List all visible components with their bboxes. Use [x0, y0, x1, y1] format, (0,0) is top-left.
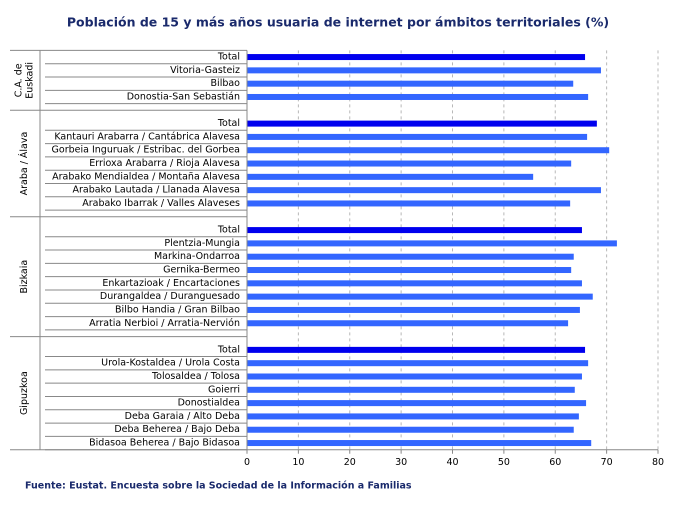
x-tick-label: 70 [601, 457, 613, 468]
category-label: Deba Beherea / Bajo Deba [114, 424, 240, 435]
bar [247, 54, 586, 61]
category-label: Total [217, 52, 240, 63]
category-label: Tolosaldea / Tolosa [151, 371, 240, 382]
source-note: Fuente: Eustat. Encuesta sobre la Socied… [25, 481, 412, 492]
bar [247, 373, 582, 380]
category-label: Total [217, 118, 240, 129]
category-label: Goierri [208, 384, 240, 395]
x-tick-label: 80 [652, 457, 664, 468]
category-label: Arabako Ibarrak / Valles Alaveses [82, 198, 240, 209]
bar [247, 400, 587, 407]
x-tick-label: 30 [395, 457, 407, 468]
bar [247, 133, 588, 140]
category-label: Arratia Nerbioi / Arratia-Nervión [89, 318, 240, 329]
category-label: Durangaldea / Duranguesado [100, 291, 240, 302]
bar [247, 67, 601, 74]
category-label: Donostialdea [178, 398, 240, 409]
category-label: Total [217, 344, 240, 355]
bar [247, 293, 593, 300]
group-label: Araba / Álava [18, 132, 30, 196]
bar [247, 346, 586, 353]
group-label: C.A. deEuskadi [13, 62, 35, 99]
bar [247, 426, 574, 433]
bar [247, 306, 580, 313]
bar [247, 240, 617, 247]
bar [247, 120, 597, 127]
x-tick-label: 10 [292, 457, 304, 468]
bar [247, 413, 579, 420]
bar [247, 80, 574, 87]
bar [247, 280, 582, 287]
category-label: Total [217, 225, 240, 236]
bar [247, 360, 589, 367]
bar [247, 147, 610, 154]
group-label-line: Gipuzkoa [19, 371, 30, 415]
category-label: Gernika-Bermeo [163, 265, 240, 276]
category-label: Arabako Mendialdea / Montaña Alavesa [52, 171, 240, 182]
bar [247, 267, 572, 274]
bar [247, 200, 571, 207]
category-label: Enkartazioak / Encartaciones [102, 278, 240, 289]
category-label: Gorbeia Inguruak / Estribac. del Gorbea [52, 145, 240, 156]
bar [247, 227, 582, 234]
bar [247, 386, 575, 393]
x-tick-label: 50 [498, 457, 510, 468]
x-tick-label: 60 [549, 457, 561, 468]
group-label-line: Euskadi [24, 62, 35, 99]
category-label: Vitoria-Gasteiz [170, 65, 240, 76]
x-tick-label: 40 [446, 457, 458, 468]
category-label: Arabako Lautada / Llanada Alavesa [72, 185, 240, 196]
group-label: Gipuzkoa [19, 371, 30, 415]
bar [247, 93, 589, 100]
category-label: Bidasoa Beherea / Bajo Bidasoa [89, 438, 240, 449]
bar [247, 173, 534, 180]
group-label-line: C.A. de [13, 63, 24, 97]
group-label-line: Araba / Álava [18, 132, 30, 196]
bar [247, 440, 592, 447]
category-label: Kantauri Arabarra / Cantábrica Alavesa [54, 131, 240, 142]
category-label: Bilbao [211, 78, 241, 89]
bar [247, 253, 574, 260]
category-label: Errioxa Arabarra / Rioja Alavesa [89, 158, 240, 169]
bar [247, 320, 569, 327]
x-tick-label: 0 [244, 457, 250, 468]
category-label: Deba Garaia / Alto Deba [125, 411, 240, 422]
category-label: Urola-Kostaldea / Urola Costa [101, 358, 240, 369]
category-label: Plentzia-Mungia [164, 238, 240, 249]
bar [247, 187, 601, 194]
category-label: Bilbo Handia / Gran Bilbao [115, 304, 240, 315]
category-label: Markina-Ondarroa [154, 251, 240, 262]
x-tick-label: 20 [344, 457, 356, 468]
bar [247, 160, 572, 167]
group-label: Bizkaia [19, 260, 30, 294]
group-label-line: Bizkaia [19, 260, 30, 294]
category-label: Donostia-San Sebastián [127, 91, 240, 102]
chart-title: Población de 15 y más años usuaria de in… [67, 15, 609, 30]
